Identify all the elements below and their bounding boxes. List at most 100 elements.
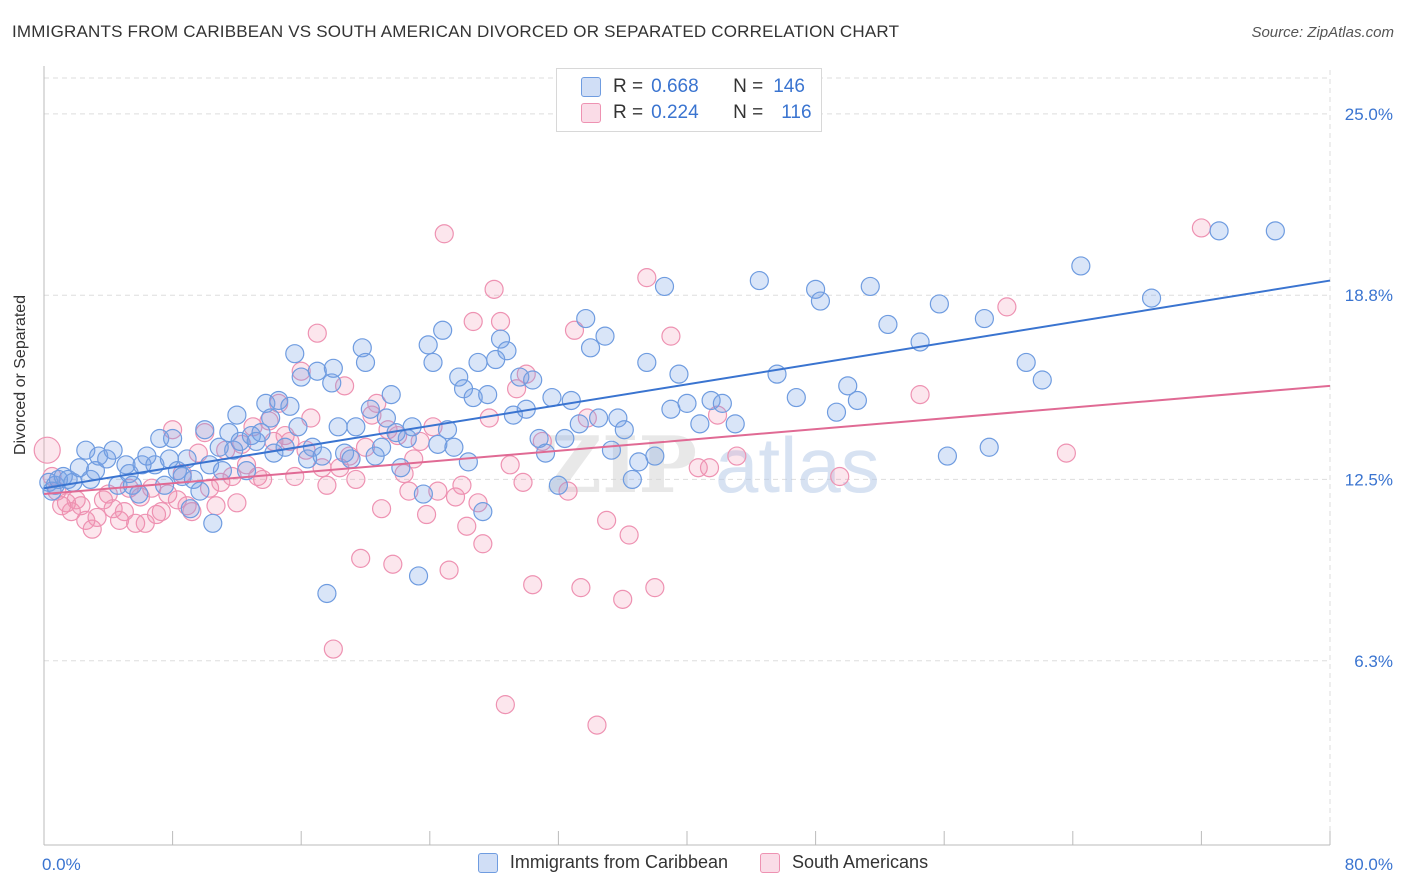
point-caribbean	[129, 484, 149, 504]
point-south-american	[82, 519, 102, 539]
point-caribbean	[360, 399, 380, 419]
point-caribbean	[661, 399, 681, 419]
legend-row-south-americans: R = 0.224 N = 116	[581, 101, 812, 125]
point-south-american	[291, 361, 311, 381]
chart-title: IMMIGRANTS FROM CARIBBEAN VS SOUTH AMERI…	[12, 22, 900, 41]
point-caribbean	[548, 475, 569, 495]
point-south-american	[371, 499, 392, 519]
point-south-american	[351, 548, 371, 568]
y-tick-label: 12.5%	[1345, 470, 1393, 489]
point-caribbean	[328, 417, 348, 437]
point-south-american	[587, 715, 607, 735]
point-caribbean	[341, 449, 361, 469]
series-legend-caribbean: Immigrants from Caribbean	[477, 852, 728, 873]
point-caribbean	[408, 566, 429, 586]
point-caribbean	[288, 417, 308, 437]
point-south-american	[910, 385, 930, 405]
point-caribbean	[291, 367, 311, 387]
point-caribbean	[212, 461, 233, 481]
point-south-american	[33, 436, 61, 464]
point-caribbean	[622, 469, 642, 490]
legend-r-label: R =	[613, 76, 644, 97]
point-caribbean	[847, 390, 867, 411]
point-caribbean	[580, 338, 601, 358]
point-caribbean	[468, 352, 488, 373]
point-caribbean	[261, 408, 281, 428]
point-caribbean	[712, 393, 732, 413]
point-south-american	[490, 311, 511, 332]
point-south-american	[473, 534, 493, 554]
point-caribbean	[312, 446, 332, 466]
legend-n-label: N =	[733, 76, 764, 97]
point-caribbean	[690, 414, 710, 434]
point-caribbean	[298, 449, 318, 469]
point-south-american	[558, 481, 578, 501]
point-south-american	[253, 469, 273, 490]
point-caribbean	[654, 276, 675, 297]
point-caribbean	[236, 461, 257, 481]
point-caribbean	[595, 326, 615, 346]
point-caribbean	[786, 387, 806, 408]
point-caribbean	[69, 458, 89, 478]
point-caribbean	[352, 338, 372, 358]
point-south-american	[699, 458, 720, 478]
point-south-american	[114, 502, 134, 522]
point-caribbean	[444, 437, 464, 457]
point-south-american	[500, 455, 520, 475]
point-caribbean	[227, 405, 247, 425]
x-tick-label: 80.0%	[1345, 855, 1393, 874]
point-caribbean	[542, 387, 562, 408]
point-caribbean	[701, 390, 721, 411]
trend-line-caribbean	[43, 279, 1331, 490]
point-caribbean	[629, 452, 649, 472]
point-caribbean	[269, 390, 289, 411]
point-south-american	[323, 639, 343, 659]
point-south-american	[317, 475, 337, 495]
point-caribbean	[180, 499, 200, 519]
point-south-american	[597, 510, 617, 530]
point-south-american	[507, 379, 527, 399]
point-south-american	[457, 516, 477, 536]
legend-swatch-pink	[581, 103, 601, 123]
point-south-american	[468, 493, 488, 513]
series-legend: Immigrants from Caribbean South American…	[0, 852, 1406, 873]
point-south-american	[463, 311, 483, 332]
point-caribbean	[1265, 221, 1285, 241]
trend-line-south-american	[43, 384, 1331, 496]
point-south-american	[71, 496, 91, 516]
point-caribbean	[391, 458, 411, 478]
point-caribbean	[473, 502, 493, 522]
point-south-american	[151, 502, 171, 522]
point-south-american	[661, 326, 681, 346]
point-south-american	[619, 525, 639, 545]
point-caribbean	[677, 393, 697, 413]
point-caribbean	[423, 352, 443, 373]
point-caribbean	[810, 291, 831, 311]
point-caribbean	[433, 320, 453, 340]
legend-row-caribbean: R = 0.668 N = 146	[581, 75, 805, 99]
point-south-american	[182, 502, 202, 522]
point-caribbean	[838, 376, 858, 396]
point-caribbean	[637, 352, 657, 373]
point-caribbean	[601, 440, 622, 460]
point-caribbean	[1032, 370, 1052, 390]
point-caribbean	[458, 452, 478, 472]
y-tick-label: 6.3%	[1354, 652, 1393, 671]
point-caribbean	[418, 335, 438, 355]
point-caribbean	[172, 466, 192, 487]
point-caribbean	[555, 428, 575, 449]
x-tick-label: 0.0%	[42, 855, 81, 874]
point-south-american	[416, 504, 437, 525]
point-south-american	[571, 578, 591, 598]
point-south-american	[445, 487, 466, 507]
point-south-american	[645, 578, 665, 598]
point-caribbean	[608, 408, 628, 428]
point-caribbean	[183, 469, 204, 490]
series-swatch-blue	[477, 852, 498, 873]
point-caribbean	[826, 402, 847, 422]
point-south-american	[523, 575, 543, 595]
point-south-american	[434, 224, 454, 244]
point-south-american	[830, 466, 850, 487]
point-caribbean	[376, 408, 396, 428]
